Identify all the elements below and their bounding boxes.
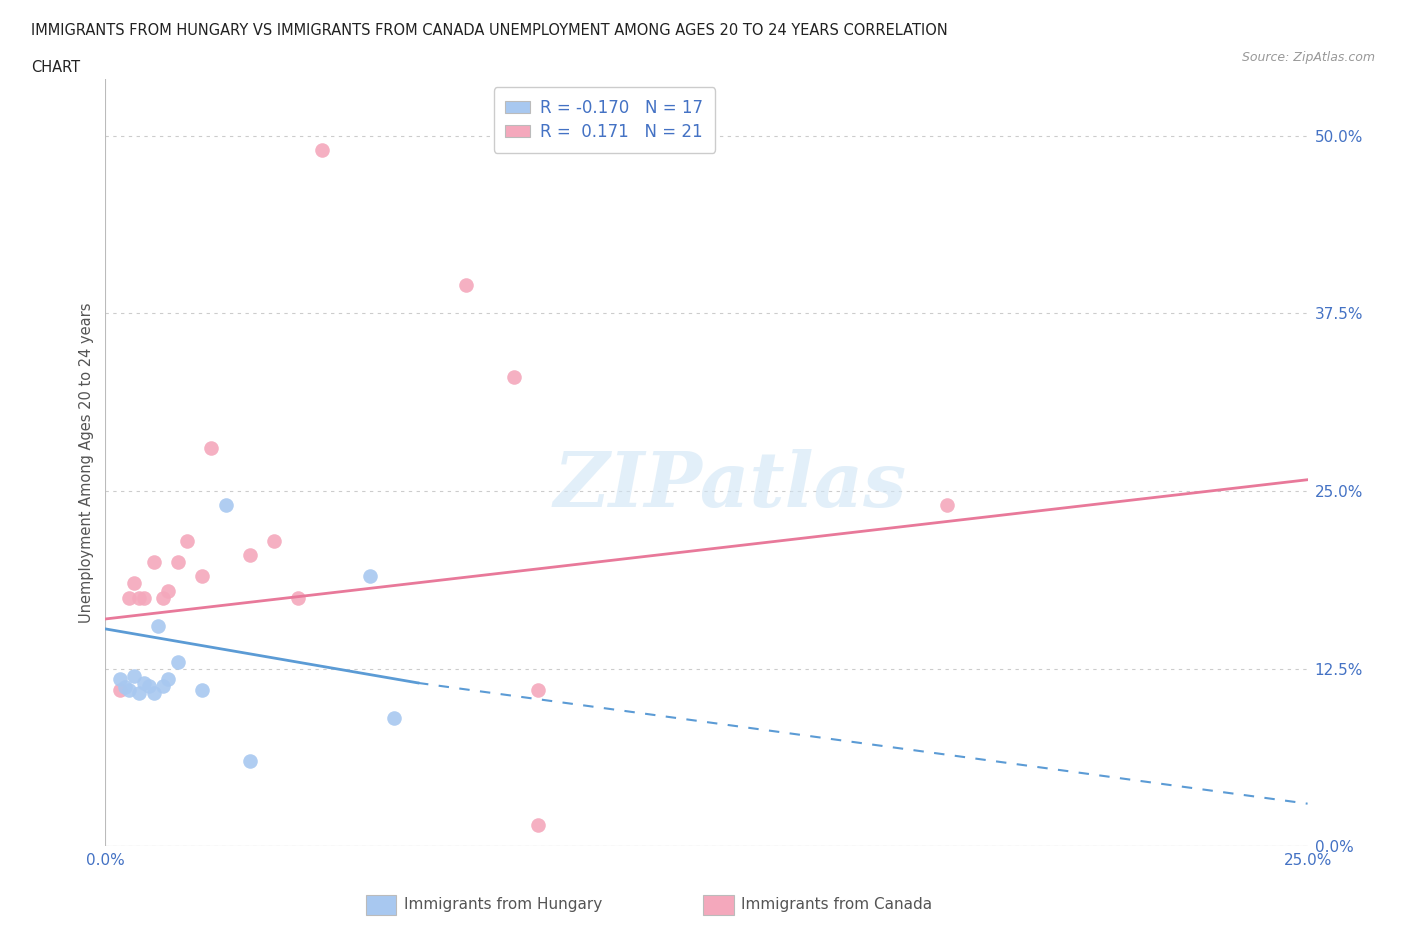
Point: [142, 554, 165, 569]
Point: [118, 683, 141, 698]
Point: [128, 685, 150, 700]
Point: [200, 441, 222, 456]
Point: [239, 753, 262, 768]
Point: [311, 142, 333, 157]
Point: [138, 678, 160, 693]
Point: [239, 548, 262, 563]
Point: [166, 554, 188, 569]
Point: [114, 680, 136, 695]
Point: [124, 669, 146, 684]
Point: [166, 654, 188, 669]
Point: [132, 675, 155, 690]
Point: [190, 683, 212, 698]
Point: [156, 583, 179, 598]
Text: IMMIGRANTS FROM HUNGARY VS IMMIGRANTS FROM CANADA UNEMPLOYMENT AMONG AGES 20 TO : IMMIGRANTS FROM HUNGARY VS IMMIGRANTS FR…: [31, 23, 948, 38]
Point: [382, 711, 405, 726]
Point: [503, 370, 526, 385]
Point: [527, 817, 550, 832]
Legend: R = -0.170   N = 17, R =  0.171   N = 21: R = -0.170 N = 17, R = 0.171 N = 21: [494, 87, 716, 153]
Point: [936, 498, 959, 512]
Point: [359, 569, 381, 584]
Point: [190, 569, 212, 584]
Point: [263, 534, 285, 549]
Point: [108, 683, 131, 698]
Point: [176, 534, 198, 549]
Point: [128, 591, 150, 605]
Point: [156, 671, 179, 686]
Point: [124, 576, 146, 591]
Text: Immigrants from Hungary: Immigrants from Hungary: [404, 897, 602, 912]
Point: [287, 591, 309, 605]
Text: ZIPatlas: ZIPatlas: [554, 448, 907, 523]
Point: [214, 498, 236, 512]
Point: [152, 591, 174, 605]
Point: [132, 591, 155, 605]
Text: CHART: CHART: [31, 60, 80, 75]
Point: [108, 671, 131, 686]
Point: [454, 278, 477, 293]
Point: [527, 683, 550, 698]
Point: [142, 685, 165, 700]
Point: [148, 618, 170, 633]
Point: [118, 591, 141, 605]
Y-axis label: Unemployment Among Ages 20 to 24 years: Unemployment Among Ages 20 to 24 years: [79, 302, 94, 623]
Point: [152, 678, 174, 693]
Text: Source: ZipAtlas.com: Source: ZipAtlas.com: [1241, 51, 1375, 64]
Text: Immigrants from Canada: Immigrants from Canada: [741, 897, 932, 912]
